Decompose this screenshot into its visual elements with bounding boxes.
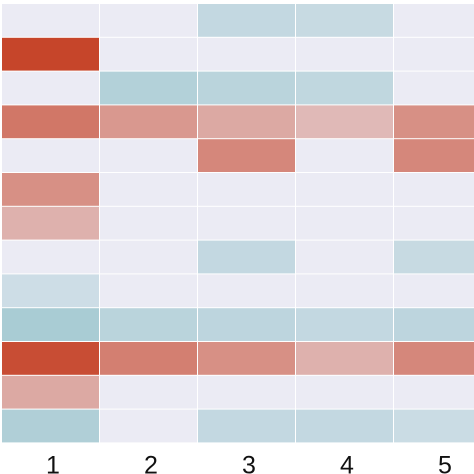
heatmap-cell-r8-c4 (296, 240, 393, 274)
heatmap-cell-r4-c1 (2, 105, 99, 139)
heatmap-cell-r4-c5 (394, 105, 474, 139)
x-tick-label-2: 2 (144, 451, 158, 474)
heatmap-cell-r11-c1 (2, 342, 99, 375)
heatmap-cell-r1-c3 (198, 4, 295, 37)
heatmap-cell-r4-c2 (100, 105, 197, 139)
heatmap-cell-r5-c4 (296, 139, 393, 172)
heatmap-cell-r6-c2 (100, 173, 197, 206)
heatmap-cell-r10-c2 (100, 308, 197, 341)
heatmap-cell-r8-c3 (198, 240, 295, 274)
heatmap-cell-r5-c5 (394, 139, 474, 172)
heatmap-cell-r6-c3 (198, 173, 295, 206)
heatmap-cell-r9-c3 (198, 274, 295, 308)
heatmap-cell-r12-c3 (198, 375, 295, 409)
heatmap-cell-r7-c5 (394, 206, 474, 240)
heatmap-cell-r1-c5 (394, 4, 474, 37)
heatmap-cell-r1-c4 (296, 4, 393, 37)
heatmap-cell-r1-c1 (2, 4, 99, 37)
heatmap-cell-r11-c4 (296, 342, 393, 375)
heatmap-cell-r9-c4 (296, 274, 393, 308)
heatmap-cell-r2-c1 (2, 37, 99, 71)
x-tick-label-5: 5 (438, 451, 452, 474)
heatmap-cell-r7-c3 (198, 206, 295, 240)
heatmap-cell-r12-c5 (394, 375, 474, 409)
heatmap-cell-r4-c3 (198, 105, 295, 139)
heatmap-cell-r2-c2 (100, 37, 197, 71)
heatmap-cell-r13-c2 (100, 409, 197, 443)
x-tick-label-3: 3 (242, 451, 256, 474)
heatmap-cell-r13-c3 (198, 409, 295, 443)
heatmap-cell-r9-c1 (2, 274, 99, 308)
heatmap-cell-r5-c2 (100, 139, 197, 172)
heatmap-cell-r7-c1 (2, 206, 99, 240)
heatmap-cell-r6-c5 (394, 173, 474, 206)
x-tick-label-1: 1 (46, 451, 60, 474)
heatmap-cell-r8-c2 (100, 240, 197, 274)
heatmap-cells (2, 4, 474, 443)
heatmap-cell-r13-c1 (2, 409, 99, 443)
x-tick-label-4: 4 (340, 451, 354, 474)
heatmap-cell-r8-c1 (2, 240, 99, 274)
heatmap-cell-r11-c2 (100, 342, 197, 375)
heatmap-cell-r2-c5 (394, 37, 474, 71)
heatmap-cell-r2-c4 (296, 37, 393, 71)
heatmap-cell-r6-c4 (296, 173, 393, 206)
heatmap-cell-r7-c4 (296, 206, 393, 240)
heatmap-cell-r7-c2 (100, 206, 197, 240)
heatmap-cell-r4-c4 (296, 105, 393, 139)
heatmap-cell-r3-c4 (296, 71, 393, 105)
heatmap-cell-r13-c5 (394, 409, 474, 443)
heatmap-cell-r11-c3 (198, 342, 295, 375)
heatmap-cell-r12-c1 (2, 375, 99, 409)
heatmap-cell-r10-c5 (394, 308, 474, 341)
heatmap-cell-r13-c4 (296, 409, 393, 443)
heatmap-cell-r6-c1 (2, 173, 99, 206)
heatmap-cell-r3-c1 (2, 71, 99, 105)
heatmap-cell-r3-c3 (198, 71, 295, 105)
heatmap-cell-r11-c5 (394, 342, 474, 375)
heatmap-cell-r9-c2 (100, 274, 197, 308)
heatmap-cell-r3-c2 (100, 71, 197, 105)
heatmap-cell-r10-c1 (2, 308, 99, 341)
heatmap-cell-r10-c3 (198, 308, 295, 341)
heatmap-cell-r8-c5 (394, 240, 474, 274)
heatmap-cell-r10-c4 (296, 308, 393, 341)
heatmap-cell-r9-c5 (394, 274, 474, 308)
heatmap-cell-r3-c5 (394, 71, 474, 105)
heatmap-cell-r12-c2 (100, 375, 197, 409)
heatmap-cell-r12-c4 (296, 375, 393, 409)
heatmap-cell-r5-c3 (198, 139, 295, 172)
heatmap-cell-r5-c1 (2, 139, 99, 172)
heatmap-cell-r2-c3 (198, 37, 295, 71)
x-axis-tick-labels: 1 2 3 4 5 (46, 451, 452, 474)
heatmap-cell-r1-c2 (100, 4, 197, 37)
